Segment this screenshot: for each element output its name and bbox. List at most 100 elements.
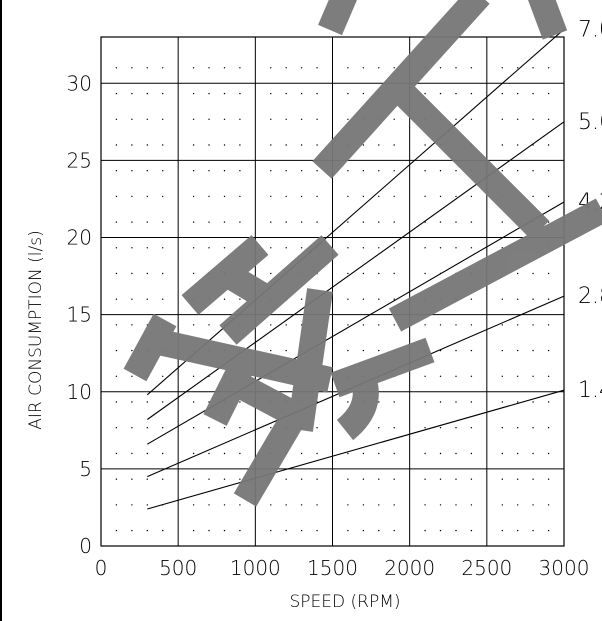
grid-dot [270,144,272,146]
grid-dot [393,195,395,198]
grid-dot [131,298,133,300]
grid-dot [532,118,534,121]
grid-dot [300,221,303,223]
grid-dot [470,452,473,455]
grid-dot [115,118,118,121]
grid-dot [393,401,395,403]
grid-dot [131,195,133,198]
grid-dot [455,195,457,198]
grid-dot [517,504,519,506]
grid-dot [270,529,272,532]
grid-dot [547,401,550,403]
grid-dot [192,529,195,532]
grid-dot [362,195,365,198]
grid-dot [517,118,519,121]
grid-dot [470,92,473,95]
grid-dot [300,92,303,95]
grid-dot [501,427,503,429]
grid-dot [532,349,534,352]
grid-dot [424,529,426,532]
grid-dot [347,92,349,95]
grid-dot [501,375,503,377]
grid-dot [455,247,457,249]
grid-dot [270,349,272,352]
grid-dot [285,67,287,69]
grid-dot [146,452,148,455]
grid-dot [517,272,519,275]
grid-dot [285,92,287,95]
grid-dot [424,170,426,172]
grid-dot [517,427,519,429]
grid-dot [270,324,272,326]
grid-dot [223,529,226,532]
grid-dot [378,221,380,223]
watermark-stroke [527,0,568,40]
grid-dot [347,272,349,275]
grid-dot [439,247,442,249]
grid-dot [316,221,318,223]
grid-dot [501,221,503,223]
grid-dot [208,427,210,429]
grid-dot [424,401,426,403]
grid-dot [547,529,550,532]
grid-dot [285,170,287,172]
grid-dot [362,324,365,326]
grid-dot [131,401,133,403]
grid-dot [347,247,349,249]
grid-dot [470,67,473,69]
grid-dot [347,349,349,352]
x-tick-label: 1000 [230,556,281,580]
grid-dot [192,452,195,455]
grid-dot [208,67,210,69]
grid-dot [532,67,534,69]
grid-dot [146,298,148,300]
grid-dot [208,170,210,172]
grid-dot [378,324,380,326]
grid-dot [378,427,380,429]
grid-dot [347,67,349,69]
grid-dot [424,504,426,506]
grid-dot [532,170,534,172]
grid-dot [517,401,519,403]
grid-dot [470,298,473,300]
grid-dot [270,272,272,275]
grid-dot [239,529,241,532]
grid-dot [316,195,318,198]
grid-dot [439,452,442,455]
grid-dot [393,221,395,223]
grid-dot [192,247,195,249]
grid-dot [300,144,303,146]
grid-dot [131,452,133,455]
watermark-stroke [318,0,357,36]
grid-dot [239,144,241,146]
grid-dot [131,247,133,249]
grid-dot [146,118,148,121]
grid-dot [285,144,287,146]
grid-dot [192,478,195,480]
grid-dot [285,118,287,121]
grid-dot [532,427,534,429]
grid-dot [362,529,365,532]
grid-dot [223,427,226,429]
grid-dot [192,144,195,146]
grid-dot [146,221,148,223]
grid-dot [131,221,133,223]
grid-dot [223,298,226,300]
grid-dot [300,452,303,455]
grid-dot [239,427,241,429]
grid-dot [239,298,241,300]
grid-dot [131,118,133,121]
x-tick-label: 1500 [307,556,358,580]
grid-dot [239,92,241,95]
watermark-stroke [233,408,307,507]
grid-dot [316,144,318,146]
grid-dot [378,529,380,532]
watermark-stroke [219,235,339,345]
grid-dot [470,427,473,429]
grid-dot [439,478,442,480]
grid-dot [517,478,519,480]
grid-dot [501,478,503,480]
grid-dot [223,118,226,121]
series-label: 5.6 [578,110,602,135]
major-grid [100,36,565,547]
